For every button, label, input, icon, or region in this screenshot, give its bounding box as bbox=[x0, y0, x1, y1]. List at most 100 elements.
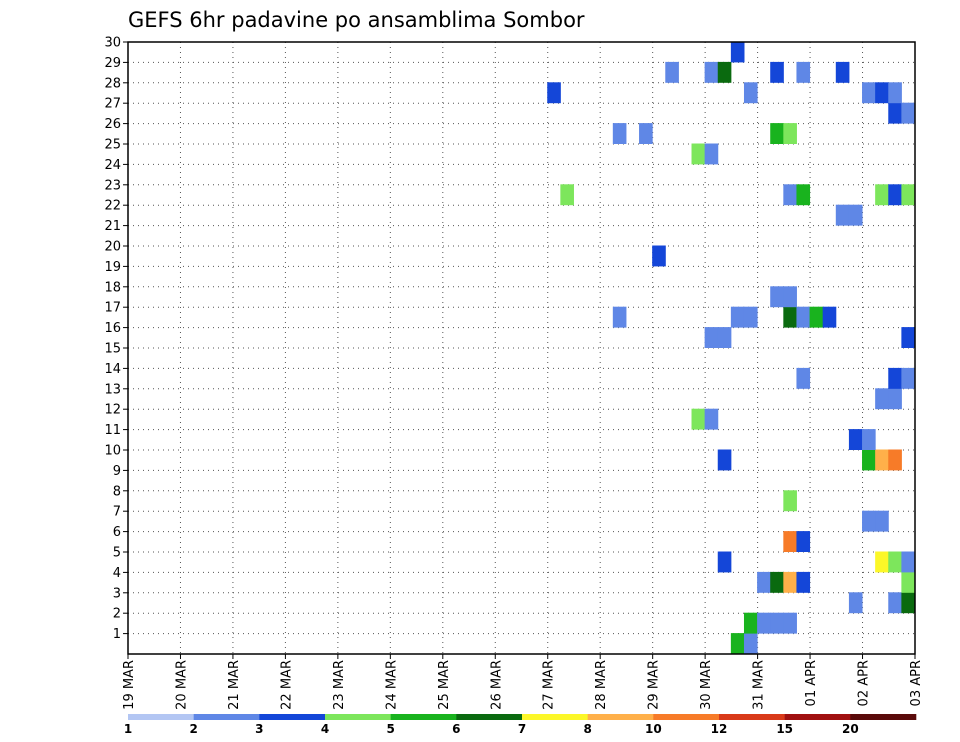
precip-cell bbox=[862, 429, 876, 450]
precip-cell bbox=[691, 408, 706, 430]
precip-cell bbox=[704, 327, 719, 348]
colorbar-label: 6 bbox=[452, 722, 460, 736]
precip-cell bbox=[717, 551, 732, 573]
precip-cell bbox=[612, 123, 627, 144]
x-tick-label: 30 MAR bbox=[699, 660, 714, 710]
x-tick-label: 27 MAR bbox=[542, 660, 557, 710]
colorbar-segment bbox=[128, 714, 194, 720]
precip-cell bbox=[796, 367, 811, 389]
precip-cell bbox=[835, 204, 850, 226]
precip-cell bbox=[547, 82, 561, 104]
precip-cell bbox=[730, 306, 745, 328]
x-tick-label: 19 MAR bbox=[122, 660, 137, 710]
precip-cell bbox=[796, 306, 811, 328]
y-tick-label: 9 bbox=[113, 464, 121, 479]
colorbar-segment bbox=[259, 714, 326, 720]
precip-cell bbox=[901, 102, 915, 124]
y-tick-label: 2 bbox=[113, 607, 121, 622]
x-tick-label: 02 APR bbox=[857, 660, 872, 706]
precip-cell bbox=[704, 408, 719, 430]
precip-cell bbox=[770, 123, 784, 144]
precip-cell bbox=[888, 102, 902, 124]
y-tick-label: 29 bbox=[104, 56, 121, 71]
x-tick-label: 25 MAR bbox=[437, 660, 452, 710]
precip-cell bbox=[901, 367, 915, 389]
y-tick-label: 23 bbox=[104, 178, 121, 193]
y-tick-label: 30 bbox=[104, 36, 121, 51]
x-tick-label: 31 MAR bbox=[752, 660, 767, 710]
precip-cell bbox=[783, 531, 797, 552]
x-tick-label: 21 MAR bbox=[227, 660, 242, 710]
y-tick-label: 27 bbox=[104, 97, 121, 112]
precip-cell bbox=[796, 61, 811, 83]
precip-cell bbox=[783, 571, 797, 593]
colorbar-segment bbox=[456, 714, 523, 720]
x-tick-label: 23 MAR bbox=[332, 660, 347, 710]
colorbar-segment bbox=[390, 714, 457, 720]
colorbar-label: 12 bbox=[711, 722, 728, 736]
precip-cell bbox=[743, 306, 758, 328]
y-tick-label: 10 bbox=[104, 444, 121, 459]
precip-cell bbox=[757, 612, 771, 634]
precip-cell bbox=[875, 510, 889, 532]
precip-cell bbox=[730, 41, 745, 63]
chart-title: GEFS 6hr padavine po ansamblima Sombor bbox=[128, 8, 585, 32]
precip-cell bbox=[875, 388, 889, 410]
y-tick-label: 5 bbox=[113, 546, 121, 561]
precip-cell bbox=[783, 490, 797, 512]
colorbar-segment bbox=[784, 714, 851, 720]
y-tick-label: 20 bbox=[104, 240, 121, 255]
precip-cell bbox=[691, 143, 706, 165]
precip-cell bbox=[770, 286, 784, 308]
precip-cell bbox=[875, 82, 889, 104]
y-tick-label: 14 bbox=[104, 362, 121, 377]
precip-cell bbox=[796, 184, 811, 206]
colorbar-label: 5 bbox=[386, 722, 394, 736]
precip-cell bbox=[888, 82, 902, 104]
precip-cell bbox=[901, 551, 915, 573]
precip-cell bbox=[783, 184, 797, 206]
colorbar-label: 20 bbox=[842, 722, 859, 736]
x-tick-label: 20 MAR bbox=[174, 660, 189, 710]
x-tick-label: 28 MAR bbox=[594, 660, 609, 710]
precip-cell bbox=[809, 306, 824, 328]
precip-cell bbox=[862, 82, 876, 104]
precip-cell bbox=[717, 327, 732, 348]
precip-cell bbox=[901, 327, 915, 348]
colorbar-segment bbox=[587, 714, 654, 720]
precip-cell bbox=[743, 633, 758, 654]
y-tick-label: 11 bbox=[104, 423, 121, 438]
y-tick-label: 7 bbox=[113, 505, 121, 520]
y-tick-label: 15 bbox=[104, 342, 121, 357]
y-tick-label: 17 bbox=[104, 301, 121, 316]
precip-cell bbox=[783, 123, 797, 144]
y-tick-label: 3 bbox=[113, 586, 121, 601]
y-tick-label: 8 bbox=[113, 484, 121, 499]
precip-cell bbox=[888, 449, 902, 471]
precip-cell bbox=[743, 612, 758, 634]
x-tick-label: 01 APR bbox=[804, 660, 819, 706]
y-tick-label: 18 bbox=[104, 280, 121, 295]
y-tick-label: 4 bbox=[113, 566, 121, 581]
y-tick-label: 6 bbox=[113, 525, 121, 540]
colorbar-segment bbox=[325, 714, 391, 720]
colorbar-segment bbox=[850, 714, 917, 720]
precip-cell bbox=[665, 61, 679, 83]
y-tick-label: 24 bbox=[104, 158, 121, 173]
colorbar-label: 7 bbox=[518, 722, 526, 736]
y-tick-label: 28 bbox=[104, 76, 121, 91]
colorbar: 1 2 3 4 5 6 7 8 10 12 15 20 bbox=[124, 714, 917, 736]
precip-cell bbox=[888, 367, 902, 389]
y-axis: 1234567891011121314151617181920212223242… bbox=[104, 36, 128, 642]
colorbar-label: 4 bbox=[321, 722, 329, 736]
precip-cell bbox=[875, 551, 889, 573]
precip-cell bbox=[639, 123, 653, 144]
precip-cell bbox=[783, 306, 797, 328]
x-axis: 19 MAR 20 MAR 21 MAR 22 MAR 23 MAR 24 MAR 25 M… bbox=[122, 654, 924, 710]
precip-cell bbox=[652, 245, 666, 267]
y-tick-label: 22 bbox=[104, 199, 121, 214]
x-tick-label: 24 MAR bbox=[384, 660, 399, 710]
precip-cell bbox=[862, 449, 876, 471]
precip-cell bbox=[704, 61, 719, 83]
x-tick-label: 26 MAR bbox=[489, 660, 504, 710]
